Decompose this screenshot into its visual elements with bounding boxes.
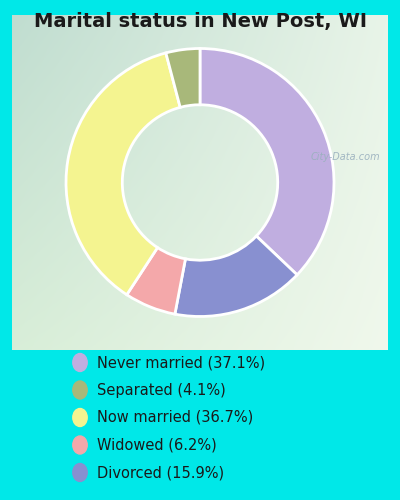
Text: Widowed (6.2%): Widowed (6.2%) xyxy=(97,438,217,452)
Wedge shape xyxy=(200,48,334,275)
Text: Never married (37.1%): Never married (37.1%) xyxy=(97,355,265,370)
Text: Marital status in New Post, WI: Marital status in New Post, WI xyxy=(34,12,366,32)
Wedge shape xyxy=(127,248,186,314)
Text: Divorced (15.9%): Divorced (15.9%) xyxy=(97,465,224,480)
Wedge shape xyxy=(66,53,180,294)
Wedge shape xyxy=(175,236,297,316)
Text: City-Data.com: City-Data.com xyxy=(310,152,380,162)
Wedge shape xyxy=(166,48,200,108)
Text: Separated (4.1%): Separated (4.1%) xyxy=(97,382,226,398)
Text: Now married (36.7%): Now married (36.7%) xyxy=(97,410,254,425)
